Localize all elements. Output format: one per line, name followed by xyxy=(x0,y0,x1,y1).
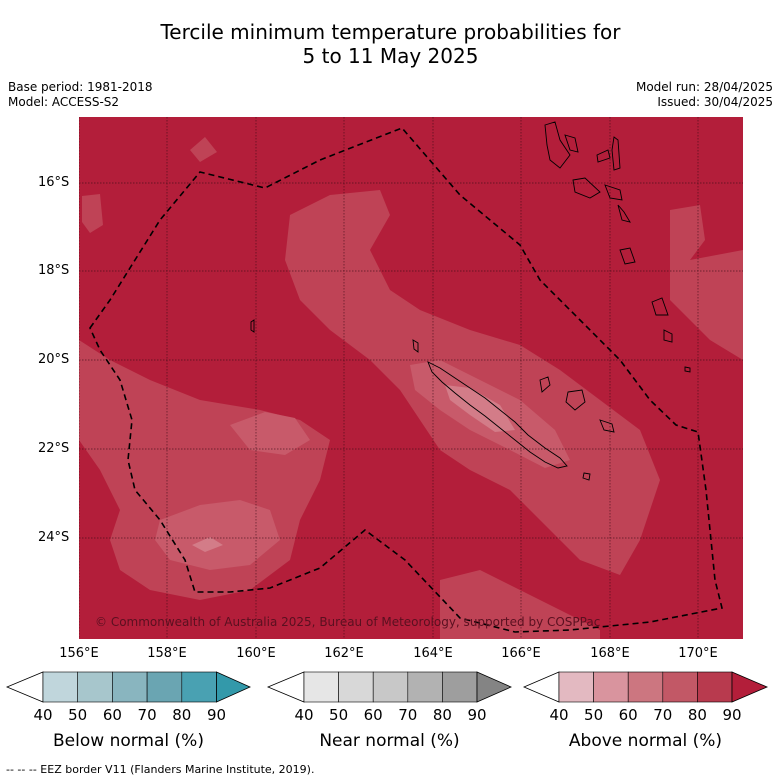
lat-label: 16°S xyxy=(38,175,70,190)
colorbar-tick: 50 xyxy=(329,706,349,724)
colorbar-near-seg xyxy=(303,671,339,703)
colorbar-tick: 90 xyxy=(467,706,487,724)
lon-label: 162°E xyxy=(324,646,364,661)
colorbar-above-seg xyxy=(627,671,664,703)
lat-label: 24°S xyxy=(38,530,70,545)
colorbar-tick: 70 xyxy=(653,706,673,724)
lon-label: 160°E xyxy=(236,646,276,661)
vanuatu-islands xyxy=(544,121,691,373)
colorbar-below-seg xyxy=(146,671,183,703)
colorbar-tick: 50 xyxy=(68,706,88,724)
colorbar-tick: 80 xyxy=(172,706,192,724)
colorbar-tick: 80 xyxy=(687,706,707,724)
probability-region-east xyxy=(670,205,743,360)
lon-label: 164°E xyxy=(413,646,453,661)
probability-region-inner-west xyxy=(155,500,280,570)
colorbar-tick: 50 xyxy=(584,706,604,724)
colorbar-tick: 90 xyxy=(206,706,227,724)
probability-region-south xyxy=(440,570,600,639)
colorbar-near-title: Near normal (%) xyxy=(319,731,460,751)
colorbar-tick: 40 xyxy=(549,706,569,724)
colorbar-above-seg xyxy=(662,671,698,703)
colorbar-near xyxy=(266,671,512,703)
model-run: Model run: 28/04/2025 xyxy=(635,80,773,94)
probability-region-core xyxy=(445,385,515,432)
lon-label: 170°E xyxy=(678,646,718,661)
lon-label: 156°E xyxy=(59,646,99,661)
isle-of-pines xyxy=(582,472,591,481)
new-caledonia-land xyxy=(427,361,568,469)
colorbar-below-seg xyxy=(112,671,148,703)
colorbar-near-high-arrow xyxy=(476,671,512,703)
lat-label: 20°S xyxy=(38,352,70,367)
colorbar-above-title: Above normal (%) xyxy=(568,731,723,751)
colorbar-below-title: Below normal (%) xyxy=(53,731,204,751)
colorbar-below xyxy=(5,671,251,703)
lat-label: 18°S xyxy=(38,263,70,278)
meta-right: Model run: 28/04/2025 Issued: 30/04/2025 xyxy=(636,80,773,110)
lifou-small xyxy=(412,339,419,353)
colorbar-near-seg xyxy=(442,671,478,703)
probability-region-inner-sw xyxy=(230,412,310,455)
chesterfield-islands xyxy=(250,319,255,333)
colorbar-near-seg xyxy=(407,671,443,703)
probability-region-small-n xyxy=(190,137,217,162)
colorbar-near-low-arrow xyxy=(266,671,305,703)
colorbar-tick: 70 xyxy=(398,706,418,724)
colorbar-near-seg xyxy=(338,671,374,703)
colorbar-below-seg xyxy=(181,671,217,703)
colorbar-tick: 60 xyxy=(102,706,122,724)
issued-date: Issued: 30/04/2025 xyxy=(657,95,773,109)
colorbar-above-seg xyxy=(593,671,629,703)
colorbar-tick: 40 xyxy=(33,706,53,724)
colorbar-near-seg xyxy=(372,671,409,703)
lon-label: 158°E xyxy=(147,646,187,661)
title-line-2: 5 to 11 May 2025 xyxy=(302,44,479,68)
title-line-1: Tercile minimum temperature probabilitie… xyxy=(160,20,621,44)
lon-label: 166°E xyxy=(501,646,541,661)
model-name: Model: ACCESS-S2 xyxy=(8,95,120,109)
colorbar-tick: 80 xyxy=(432,706,452,724)
colorbar-below-seg xyxy=(77,671,113,703)
lat-label: 22°S xyxy=(38,441,70,456)
probability-region-core-sw xyxy=(192,537,223,552)
colorbar-tick: 70 xyxy=(137,706,157,724)
colorbar-below-seg xyxy=(42,671,79,703)
probability-region-small-nw xyxy=(82,194,103,233)
graticule xyxy=(79,117,743,639)
eez-footnote: -- -- -- EEZ border V11 (Flanders Marine… xyxy=(6,763,315,776)
colorbar-tick: 60 xyxy=(363,706,383,724)
base-period: Base period: 1981-2018 xyxy=(8,80,153,94)
colorbar-below-high-arrow xyxy=(216,671,251,703)
copyright-text: © Commonwealth of Australia 2025, Bureau… xyxy=(95,615,600,629)
colorbar-above-low-arrow xyxy=(522,671,560,703)
colorbar-above-seg xyxy=(558,671,594,703)
lon-label: 168°E xyxy=(590,646,630,661)
colorbar-above-seg xyxy=(697,671,733,703)
colorbar-above-high-arrow xyxy=(731,671,769,703)
eez-border xyxy=(89,127,723,633)
colorbar-tick: 90 xyxy=(722,706,742,724)
colorbar-above xyxy=(522,671,769,703)
loyalty-islands xyxy=(539,376,615,433)
map-title: Tercile minimum temperature probabilitie… xyxy=(0,20,781,68)
meta-left: Base period: 1981-2018 Model: ACCESS-S2 xyxy=(8,80,153,110)
colorbar-below-low-arrow xyxy=(5,671,44,703)
colorbar-tick: 60 xyxy=(618,706,638,724)
colorbar-tick: 40 xyxy=(294,706,314,724)
